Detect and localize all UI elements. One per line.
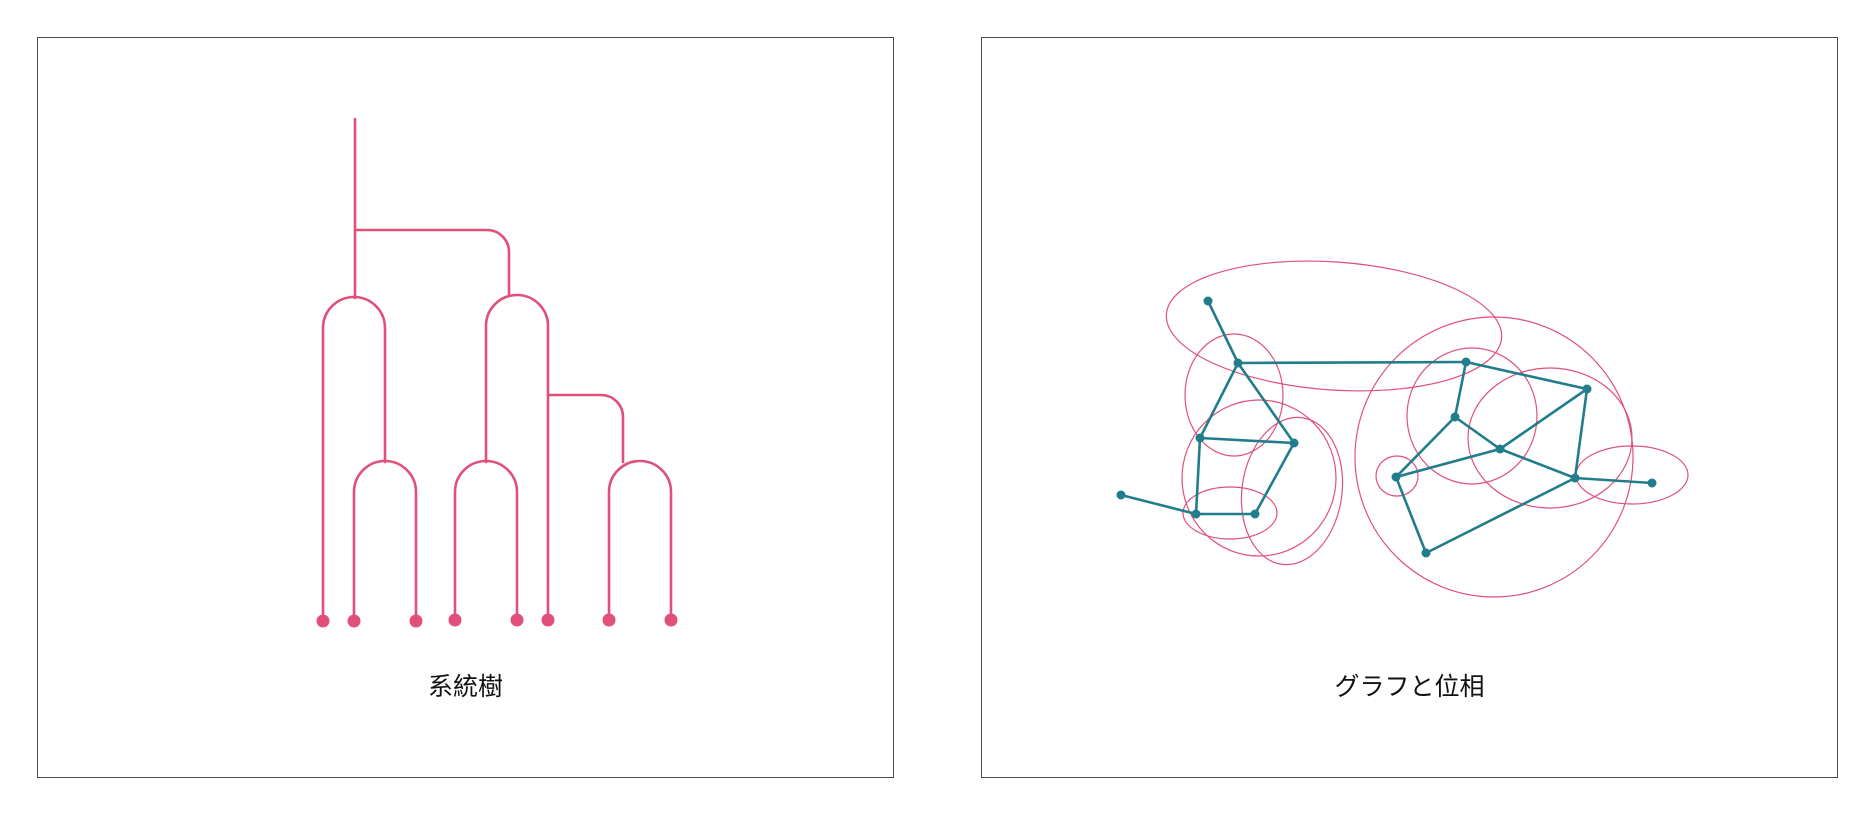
graph-topology-panel: グラフと位相 [981, 37, 1838, 778]
graph-edge [1198, 361, 1240, 440]
topology-region [1165, 260, 1503, 392]
topology-region [1467, 367, 1633, 509]
phylogenetic-tree-icon [316, 117, 678, 628]
graph-node [1421, 548, 1431, 558]
tree-leaf [316, 614, 330, 628]
graph-edge [1119, 493, 1198, 516]
tree-leaf [664, 613, 678, 627]
tree-root-bridge [353, 228, 511, 296]
topology-region [1182, 486, 1278, 540]
topology-region [1181, 399, 1337, 557]
topology-region [1406, 347, 1538, 485]
tree-left-sub-arch [352, 459, 418, 584]
graph-node [1289, 438, 1299, 448]
tree-right-bridge [546, 393, 625, 464]
topology-region [1240, 416, 1344, 566]
graph-edge [1498, 387, 1589, 451]
graph-node [1450, 412, 1460, 422]
graph-node [1116, 490, 1126, 500]
graph-topology-icon [1116, 260, 1689, 598]
graph-node [1582, 384, 1592, 394]
graph-node [1495, 444, 1505, 454]
graph-node [1203, 296, 1213, 306]
graph-edge [1198, 436, 1296, 445]
graph-edge [1424, 476, 1577, 555]
graph-edge [1394, 415, 1457, 479]
panel-caption: グラフと位相 [1334, 672, 1485, 701]
graph-edge [1573, 476, 1654, 485]
tree-leaf [541, 613, 555, 627]
tree-leaf [409, 614, 423, 628]
topology-region [1184, 333, 1284, 457]
topology-region [1354, 316, 1634, 598]
tree-left-arch [321, 295, 387, 584]
graph-node [1391, 472, 1401, 482]
tree-mid-arch [484, 293, 550, 584]
graph-node [1191, 509, 1201, 519]
graph-node [1570, 473, 1580, 483]
graph-edge [1453, 415, 1502, 451]
graph-edge [1194, 436, 1202, 516]
graph-edge [1394, 447, 1502, 479]
graph-node [1233, 358, 1243, 368]
graph-edge [1394, 475, 1428, 555]
tree-leaf [347, 614, 361, 628]
graph-edge [1573, 387, 1589, 480]
tree-right-sub-arch [607, 459, 673, 584]
tree-leaf [448, 613, 462, 627]
phylogenetic-tree-panel: 系統樹 [37, 37, 894, 778]
graph-edge [1236, 360, 1468, 365]
graph-node [1250, 509, 1260, 519]
graph-node [1647, 478, 1657, 488]
graph-node [1195, 433, 1205, 443]
tree-leaf [510, 613, 524, 627]
graph-edge [1206, 299, 1240, 365]
panel-caption: 系統樹 [427, 672, 503, 701]
graph-edge [1236, 361, 1296, 445]
graph-edge [1498, 447, 1577, 480]
graph-edge [1253, 441, 1296, 516]
graph-edge [1453, 360, 1468, 419]
tree-mid-sub-arch [453, 459, 519, 584]
graph-node [1461, 357, 1471, 367]
tree-leaf [602, 613, 616, 627]
topology-region [1375, 455, 1419, 497]
graph-edge [1464, 360, 1589, 391]
